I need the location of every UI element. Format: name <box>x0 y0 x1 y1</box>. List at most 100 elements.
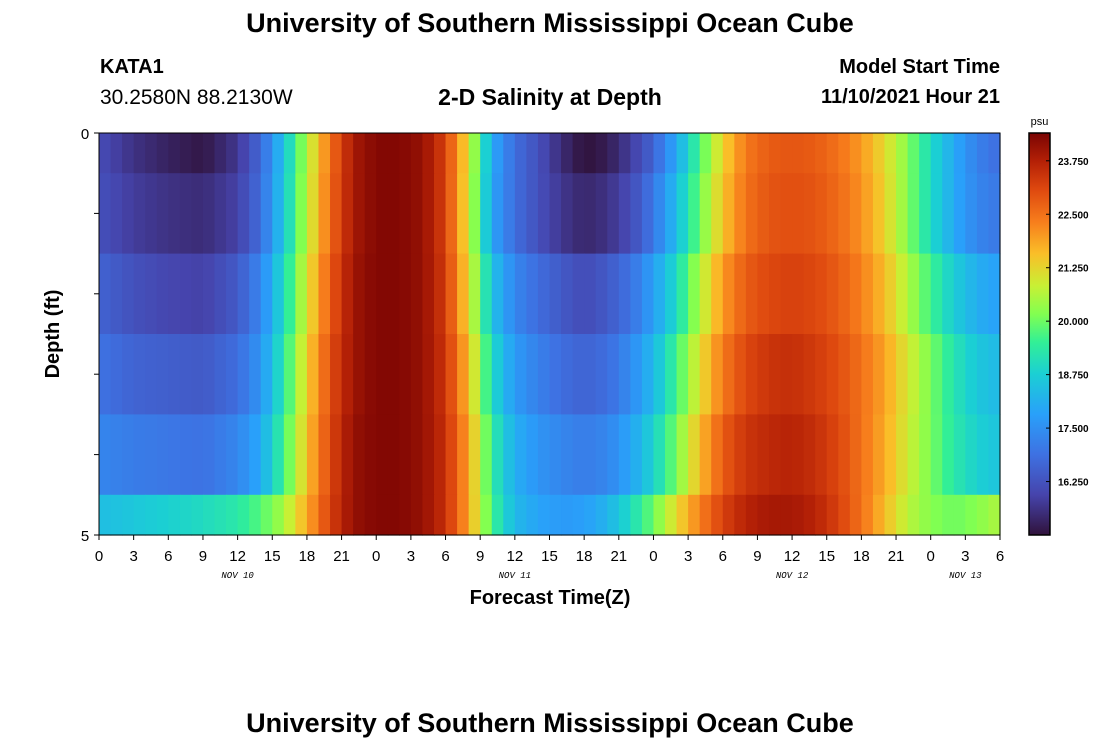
heatmap-cell <box>99 133 112 174</box>
heatmap-cell <box>815 334 828 415</box>
heatmap-cell <box>907 253 920 335</box>
heatmap-cell <box>792 334 805 415</box>
heatmap-cell <box>884 133 897 174</box>
heatmap-cell <box>191 253 204 335</box>
heatmap-cell <box>768 494 782 536</box>
heatmap-cell <box>861 133 874 174</box>
heatmap-cell <box>861 414 874 496</box>
heatmap-cell <box>191 173 204 255</box>
heatmap-cell <box>953 173 966 255</box>
heatmap-cell <box>884 414 897 496</box>
x-tick-label: 6 <box>719 548 727 565</box>
heatmap-cell <box>757 494 770 536</box>
heatmap-cell <box>122 173 135 255</box>
x-tick-label: 0 <box>927 548 935 565</box>
heatmap-cell <box>526 173 539 255</box>
heatmap-cell <box>514 334 527 415</box>
colorbar: psu 23.750 22.500 21.250 20.000 18.750 17.500 1… <box>1028 116 1089 536</box>
heatmap-cell <box>122 334 135 415</box>
x-tick-label: 15 <box>541 548 558 565</box>
heatmap-cell <box>699 173 712 255</box>
heatmap-cell <box>676 334 689 415</box>
heatmap-cell <box>306 414 320 496</box>
heatmap-cell <box>884 173 897 255</box>
heatmap-cell <box>757 133 770 174</box>
heatmap-cell <box>341 173 354 255</box>
heatmap-cell <box>364 494 377 536</box>
colorbar-tick-label: 22.500 <box>1058 210 1089 221</box>
heatmap-cell <box>503 334 516 415</box>
x-tick-label: 6 <box>441 548 449 565</box>
heatmap-cell <box>537 414 551 496</box>
heatmap-cell <box>584 133 597 174</box>
heatmap-cell <box>607 253 620 335</box>
heatmap-cell <box>734 334 747 415</box>
heatmap-cell <box>595 414 608 496</box>
heatmap-cell <box>433 414 447 496</box>
heatmap-cell <box>699 253 712 335</box>
heatmap-cell <box>930 133 943 174</box>
heatmap-cell <box>202 494 216 536</box>
heatmap-cell <box>457 253 470 335</box>
heatmap-cell <box>699 414 712 496</box>
heatmap-cell <box>942 253 955 335</box>
heatmap-cell <box>722 173 735 255</box>
heatmap-cell <box>607 494 620 536</box>
heatmap-cell <box>202 173 216 255</box>
heatmap-cell <box>145 334 158 415</box>
heatmap-cell <box>318 494 331 536</box>
heatmap-cell <box>815 494 828 536</box>
heatmap-cell <box>214 334 227 415</box>
heatmap-cell <box>849 494 862 536</box>
heatmap-cell <box>919 494 932 536</box>
heatmap-cell <box>133 173 146 255</box>
heatmap-cell <box>353 173 366 255</box>
heatmap-cell <box>168 414 181 496</box>
heatmap-cell <box>849 133 862 174</box>
heatmap-cell <box>549 414 562 496</box>
heatmap-cell <box>780 133 793 174</box>
heatmap-cell <box>214 253 227 335</box>
heatmap-cell <box>861 173 874 255</box>
heatmap-cell <box>722 334 735 415</box>
heatmap-cell <box>630 414 643 496</box>
x-axis-title: Forecast Time(Z) <box>470 587 631 609</box>
heatmap-cell <box>376 334 389 415</box>
x-tick-label: 6 <box>996 548 1004 565</box>
heatmap-cell <box>330 334 343 415</box>
heatmap-cell <box>549 494 562 536</box>
heatmap-cell <box>618 414 631 496</box>
heatmap-cell <box>237 414 250 496</box>
y-axis-title: Depth (ft) <box>42 290 64 379</box>
heatmap-cell <box>896 133 909 174</box>
heatmap-cell <box>826 253 839 335</box>
heatmap-cell <box>711 414 724 496</box>
heatmap-cell <box>457 494 470 536</box>
heatmap-cell <box>688 494 701 536</box>
heatmap-cell <box>907 494 920 536</box>
heatmap-cell <box>480 253 493 335</box>
heatmap-cell <box>965 414 978 496</box>
heatmap-cell <box>699 494 712 536</box>
x-tick-label: 18 <box>576 548 593 565</box>
heatmap-cell <box>283 414 296 496</box>
heatmap-cell <box>353 494 366 536</box>
heatmap-cell <box>976 334 990 415</box>
heatmap-cell <box>537 334 551 415</box>
heatmap-cell <box>745 334 759 415</box>
heatmap-cell <box>156 173 169 255</box>
heatmap-cell <box>376 173 389 255</box>
heatmap-cell <box>572 133 585 174</box>
heatmap-cell <box>480 494 493 536</box>
heatmap-cell <box>387 253 400 335</box>
x-tick-label: 0 <box>95 548 103 565</box>
x-date-label: NOV 12 <box>776 571 809 581</box>
heatmap-cell <box>306 494 320 536</box>
x-tick-label: 9 <box>199 548 207 565</box>
heatmap-cell <box>745 494 759 536</box>
heatmap-cell <box>433 133 447 174</box>
heatmap-cell <box>179 334 193 415</box>
heatmap-cell <box>641 173 655 255</box>
heatmap-cell <box>872 133 886 174</box>
heatmap-cell <box>330 173 343 255</box>
